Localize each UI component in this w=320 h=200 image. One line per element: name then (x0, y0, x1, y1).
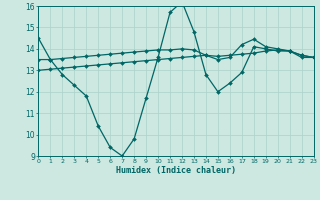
X-axis label: Humidex (Indice chaleur): Humidex (Indice chaleur) (116, 166, 236, 175)
